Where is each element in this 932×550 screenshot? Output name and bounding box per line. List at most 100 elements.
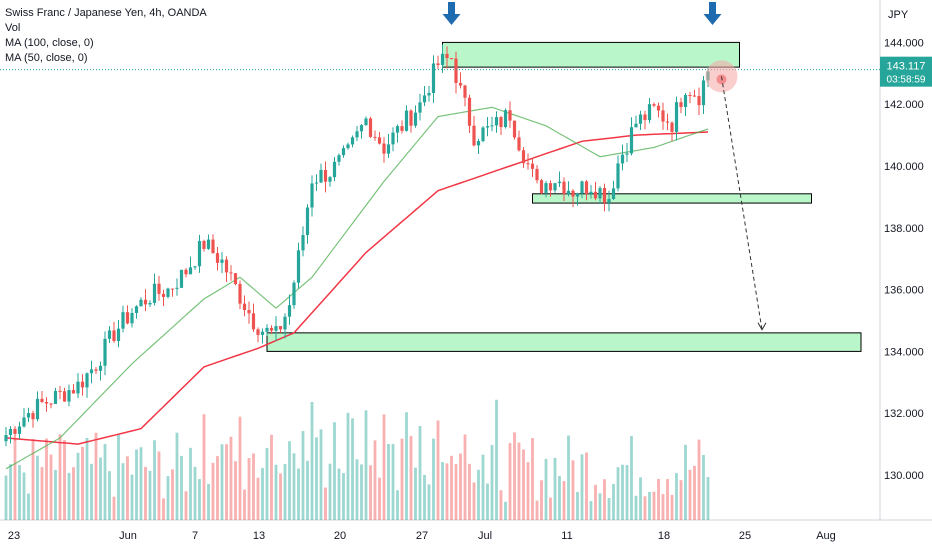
candle-body bbox=[499, 117, 503, 128]
candle-body bbox=[98, 365, 103, 371]
candle-body bbox=[652, 104, 656, 106]
volume-bar bbox=[40, 467, 44, 520]
candle-body bbox=[44, 401, 49, 404]
volume-bar bbox=[58, 434, 62, 520]
candle-body bbox=[17, 426, 22, 434]
candle-body bbox=[89, 369, 94, 374]
volume-bar bbox=[355, 459, 359, 520]
volume-bar bbox=[616, 467, 620, 520]
candle-body bbox=[224, 259, 229, 273]
volume-bar bbox=[652, 491, 656, 520]
legend-ma50[interactable]: MA (50, close, 0) bbox=[5, 52, 88, 64]
volume-bar bbox=[688, 469, 692, 520]
volume-bar bbox=[423, 474, 426, 520]
volume-bar bbox=[351, 418, 354, 520]
volume-bar bbox=[67, 472, 71, 520]
volume-bar bbox=[220, 444, 224, 520]
candle-body bbox=[386, 144, 391, 154]
x-tick-label: 18 bbox=[658, 530, 670, 542]
volume-bar bbox=[27, 493, 30, 520]
candle-body bbox=[310, 183, 314, 208]
support-resistance-zone bbox=[442, 41, 740, 68]
candle-body bbox=[643, 114, 647, 121]
candle-body bbox=[4, 435, 8, 442]
candle-body bbox=[661, 110, 665, 122]
x-tick-label: 20 bbox=[334, 530, 346, 542]
candle-body bbox=[265, 327, 269, 332]
volume-bar bbox=[387, 444, 390, 520]
bar-countdown: 03:58:59 bbox=[887, 75, 926, 86]
candle-body bbox=[233, 273, 238, 284]
volume-bar bbox=[648, 491, 651, 520]
volume-bar bbox=[126, 456, 129, 520]
volume-bar bbox=[175, 432, 179, 520]
volume-bar bbox=[634, 495, 638, 520]
candle-body bbox=[337, 155, 341, 162]
legend-ma100[interactable]: MA (100, close, 0) bbox=[5, 37, 94, 49]
volume-bar bbox=[706, 476, 710, 520]
volume-bar bbox=[684, 444, 687, 520]
volume-bar bbox=[265, 447, 269, 520]
x-tick-label: 25 bbox=[739, 530, 751, 542]
volume-bar bbox=[702, 454, 705, 520]
volume-bar bbox=[490, 444, 494, 520]
volume-bar bbox=[643, 496, 647, 520]
candle-body bbox=[440, 53, 445, 65]
candle-body bbox=[589, 191, 593, 194]
volume-bar bbox=[333, 422, 336, 520]
candle-body bbox=[409, 110, 413, 126]
candle-body bbox=[323, 170, 328, 182]
volume-bar bbox=[184, 491, 188, 520]
candle-body bbox=[251, 313, 256, 330]
candle-body bbox=[490, 125, 494, 127]
candle-body bbox=[544, 183, 548, 193]
candle-body bbox=[283, 316, 287, 330]
volume-bar bbox=[585, 452, 588, 520]
volume-bar bbox=[693, 465, 696, 520]
volume-bar bbox=[625, 465, 629, 520]
candle-body bbox=[256, 329, 260, 335]
volume-bar bbox=[540, 480, 543, 520]
candle-body bbox=[305, 207, 310, 236]
x-tick-label: 11 bbox=[561, 530, 572, 542]
down-arrow-icon bbox=[703, 2, 722, 25]
candle-body bbox=[638, 114, 643, 124]
x-tick-label: Jul bbox=[478, 530, 492, 542]
volume-bar bbox=[162, 498, 165, 520]
candle-body bbox=[58, 390, 62, 392]
volume-bar bbox=[369, 465, 372, 520]
candle-body bbox=[71, 390, 76, 394]
candle-body bbox=[62, 391, 67, 402]
candle-body bbox=[391, 132, 395, 145]
candle-body bbox=[697, 96, 701, 106]
candle-body bbox=[314, 182, 319, 184]
volume-bar bbox=[324, 487, 327, 520]
candle-body bbox=[400, 126, 404, 131]
volume-bar bbox=[292, 453, 296, 520]
volume-bar bbox=[198, 479, 201, 520]
volume-bar bbox=[562, 481, 566, 520]
volume-bar bbox=[72, 467, 75, 520]
volume-bar bbox=[315, 437, 318, 520]
candle-body bbox=[427, 92, 431, 96]
volume-bar bbox=[670, 494, 674, 520]
candle-body bbox=[670, 122, 674, 132]
y-tick-label: 132.000 bbox=[884, 408, 924, 420]
x-tick-label: Jun bbox=[119, 530, 137, 542]
volume-bar bbox=[306, 460, 309, 520]
candle-body bbox=[121, 312, 125, 329]
candle-body bbox=[238, 283, 242, 304]
legend-symbol[interactable]: Swiss Franc / Japanese Yen, 4h, OANDA bbox=[5, 7, 207, 19]
legend-volume[interactable]: Vol bbox=[5, 22, 21, 34]
volume-bar bbox=[135, 449, 138, 520]
x-tick-label: 7 bbox=[192, 530, 198, 542]
volume-bar bbox=[166, 476, 170, 520]
volume-bar bbox=[544, 458, 548, 520]
candle-body bbox=[130, 312, 134, 324]
x-tick-label: 27 bbox=[416, 530, 428, 542]
volume-bar bbox=[598, 493, 602, 520]
volume-bar bbox=[85, 437, 89, 520]
candle-body bbox=[620, 154, 625, 164]
